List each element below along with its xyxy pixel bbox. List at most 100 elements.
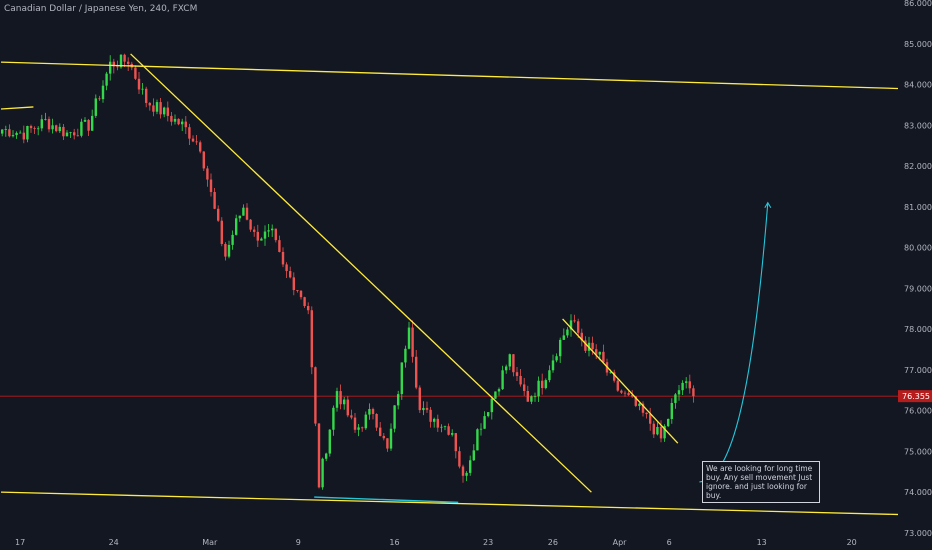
time-axis[interactable]: 17 24 Mar 9 16 23 26 Apr 6 13 20 [0,534,898,550]
candle-body [371,409,375,414]
candle-body [508,354,511,367]
candle-body [29,125,33,129]
time-tick-label: 16 [389,538,399,547]
candle-body [652,423,655,435]
candle-body [494,391,497,399]
candle-body [649,414,652,424]
candle-body [15,132,18,136]
candle-body [188,127,191,139]
price-tick-label: 85.000 [904,40,932,49]
candle-body [465,472,468,476]
candle-body [299,290,303,298]
candle-body [163,107,166,115]
time-tick-label: 6 [667,538,672,547]
candle-body [685,381,688,383]
candle-body [551,360,555,371]
trendline-upper-channel [0,61,902,90]
candle-body [382,435,385,439]
candle-body [141,88,144,90]
candle-body [573,320,576,322]
candle-body [65,132,69,137]
candle-body [389,428,393,449]
candle-body [267,230,270,232]
candle-body [245,207,249,220]
time-tick-label: 20 [847,538,857,547]
price-tick-label: 86.000 [904,0,932,8]
projection-arrow-curve [699,202,769,483]
candle-body [73,132,76,136]
candle-body [487,412,490,417]
price-tick-label: 74.000 [904,488,932,497]
price-tick-label: 73.000 [904,529,932,538]
candle-body [569,320,573,330]
candle-body [433,418,436,422]
candle-body [256,231,259,241]
price-tick-label: 80.000 [904,244,932,253]
price-tick-label: 75.000 [904,447,932,456]
candle-body [656,426,659,435]
candle-body [461,466,465,476]
candle-body [451,433,454,435]
candle-body [184,121,187,128]
candle-body [217,208,220,221]
candle-body [670,402,673,419]
candle-body [224,243,227,257]
candle-body [40,119,43,129]
candle-body [242,207,245,216]
price-tick-label: 76.000 [904,407,932,416]
candle-body [220,220,223,244]
candle-body [497,389,501,392]
candle-body [105,73,108,86]
candle-body [289,271,292,278]
candle-body [623,392,627,394]
candle-body [98,98,101,100]
chart-title: Canadian Dollar / Japanese Yen, 240, FXC… [4,4,198,14]
candle-body [8,129,11,137]
trendline-major-downtrend [130,53,592,493]
candle-body [566,329,569,336]
candle-body [166,107,169,116]
price-tick-label: 77.000 [904,366,932,375]
candle-body [314,367,317,424]
candle-body [202,151,205,169]
candle-body [436,418,439,428]
candle-body [19,132,22,134]
candle-body [364,414,367,429]
candle-body [667,418,670,427]
candle-body [591,342,594,350]
candle-body [307,305,310,311]
candle-body [609,372,612,374]
time-tick-label: Apr [613,538,628,547]
candle-body [80,121,83,136]
candle-body [483,416,486,429]
candle-body [69,132,72,134]
candle-body [645,412,648,415]
candle-body [537,380,540,397]
time-tick-label: Mar [202,538,218,547]
price-tick-label: 82.000 [904,162,932,171]
candle-body [173,118,177,122]
candle-body [505,366,508,371]
candle-body [627,393,630,396]
price-axis[interactable]: 73.000 74.000 75.000 76.000 77.000 78.000 79.0… [898,0,932,538]
candle-body [148,102,151,106]
candle-body [620,390,623,393]
candle-body [87,119,90,131]
candle-body [76,135,79,137]
annotation-note[interactable]: We are looking for long time buy. Any se… [702,461,820,503]
candle-body [454,433,457,452]
candle-body [548,370,551,381]
candle-body [407,327,411,349]
candle-body [490,398,493,413]
candle-body [659,426,663,439]
candle-body [278,240,281,252]
candle-body [595,349,598,355]
candle-body [559,339,562,357]
candle-body [155,102,159,112]
candle-body [443,426,447,428]
candle-body [213,192,216,209]
candle-body [263,231,267,239]
candle-body [199,142,202,152]
candle-body [379,427,382,436]
